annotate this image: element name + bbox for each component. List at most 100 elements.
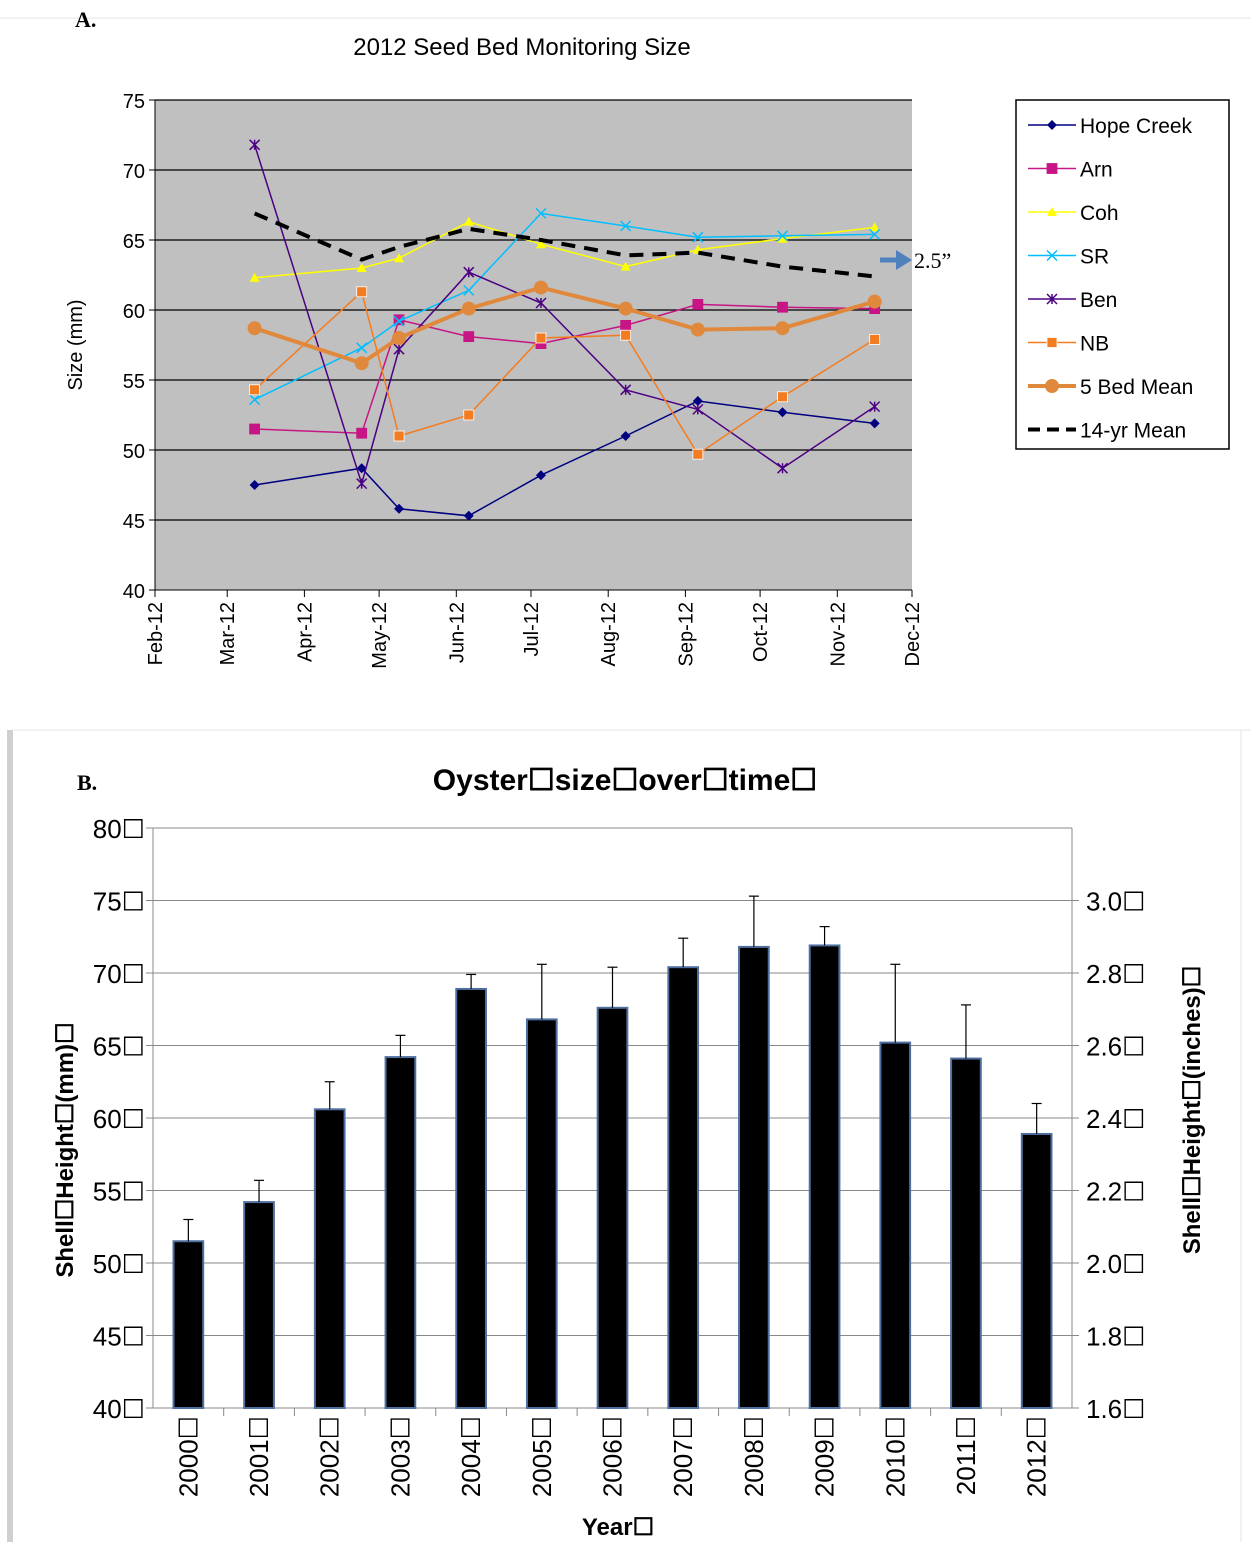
chart-b-y-tick-label: 75☐ [93,887,145,917]
chart-a-y-axis-label: Size (mm) [65,299,87,390]
legend-marker-nb [1046,337,1058,348]
data-point-arn [249,423,261,435]
chart-b-y2-tick-label: 1.6☐ [1086,1394,1145,1424]
data-point-coh [356,263,367,272]
data-point-ben [620,384,632,396]
series-arn [249,298,881,439]
chart-a-y-tick-label: 65 [123,231,145,253]
chart-a-x-tick-label: Apr-12 [294,602,316,662]
data-point-arn [463,331,475,343]
bar-2003 [384,1056,417,1409]
chart-a-y-tick-label: 40 [123,581,145,603]
chart-a-x-tick-label: Jul-12 [521,602,543,656]
chart-b-y2-tick-label: 2.0☐ [1086,1249,1145,1279]
bar-2008 [738,945,770,1410]
data-point-hope-creek [777,407,788,418]
chart-a-x-tick-label: Dec-12 [902,602,924,666]
data-point-arn [356,427,368,439]
chart-b-x-tick-label: 2009☐ [810,1416,840,1497]
bar-2004 [455,987,487,1409]
data-point-ben [356,478,368,490]
panel-b-label: B. [77,770,97,795]
chart-b-x-tick-label: 2005☐ [527,1416,557,1497]
chart-a-y-tick-label: 70 [123,161,145,183]
data-point-5-bed-mean [618,301,633,316]
data-point-ben [776,462,789,474]
data-point-hope-creek [356,463,367,474]
data-point-ben [463,266,475,278]
chart-b-y-tick-label: 50☐ [93,1249,145,1279]
panel-b: B. Oyster☐size☐over☐time☐ 40☐ 45☐ 50☐ 55☐ 60… [7,729,1251,1542]
series-hope-creek [249,396,880,521]
legend-label-nb: NB [1080,333,1109,356]
chart-a-series [247,139,882,521]
chart-a-x-tick-label: Oct-12 [750,602,772,662]
chart-a-x-tick-label: May-12 [369,602,391,669]
data-point-hope-creek [692,396,703,406]
bar-2001 [243,1201,275,1409]
bar-2005 [525,1018,558,1410]
data-point-sr [535,207,547,219]
data-point-ben [535,297,547,309]
data-point-nb [356,286,368,298]
data-point-nb [869,333,881,345]
data-point-5-bed-mean [461,301,476,316]
chart-b-y2-tick-label: 2.8☐ [1086,959,1145,989]
chart-a-x-tick-label: Nov-12 [827,602,849,666]
data-point-arn [692,298,704,310]
chart-b-y-tick-label: 60☐ [93,1104,145,1134]
series-nb [249,286,881,460]
legend-marker-5-bed-mean [1045,379,1059,393]
data-point-sr [620,220,632,232]
data-point-coh [249,272,260,282]
chart-b-y-tick-label: 80☐ [93,814,145,844]
bar-2000 [172,1240,205,1409]
series-coh [249,216,880,282]
data-point-sr [249,394,261,406]
chart-a-y-tick-label: 45 [123,511,145,533]
data-point-5-bed-mean [690,322,705,337]
bar-2007 [667,966,700,1409]
data-point-nb [393,430,405,442]
data-point-nb [692,448,704,460]
panel-a-label: A. [75,7,96,32]
legend-label-5-bed-mean: 5 Bed Mean [1080,376,1193,399]
data-point-sr [463,284,475,296]
data-point-coh [394,253,405,263]
legend-label-hope-creek: Hope Creek [1080,115,1193,138]
series-5-bed-mean [247,280,882,371]
series-ben [249,139,881,490]
data-point-coh [620,261,631,271]
data-point-hope-creek [394,503,405,514]
data-point-hope-creek [535,470,546,481]
chart-b-y-tick-label: 70☐ [93,959,145,989]
chart-b-x-tick-label: 2000☐ [173,1416,203,1497]
chart-a-x-tick-label: Jun-12 [446,602,468,663]
chart-b-x-tick-label: 2006☐ [598,1416,628,1497]
annotation-text: 2.5” [914,248,951,273]
legend-marker-hope-creek [1047,120,1057,130]
data-point-nb [777,391,788,403]
panel-a: A. 2012 Seed Bed Monitoring Size 40 45 50 5… [0,7,1251,669]
data-point-sr [356,342,368,354]
data-point-hope-creek [249,480,260,490]
series-line-14-yr-mean [253,211,875,279]
bar-2006 [596,1006,629,1409]
chart-a-y-tick-label: 75 [123,91,145,113]
legend-marker-sr [1046,249,1058,262]
data-point-5-bed-mean [392,331,407,345]
data-point-sr [692,231,704,243]
chart-b-x-ticks: 2000☐ 2001☐ 2002☐ 2003☐ 2004☐ 2005☐ 2006☐ 2007☐… [173,1408,1052,1497]
chart-b-y2-axis-label: Shell☐Height☐(inches)☐ [1179,966,1206,1255]
chart-b-y2-tick-label: 3.0☐ [1086,887,1145,917]
bar-2012 [1020,1132,1053,1409]
legend-label-coh: Coh [1080,202,1119,225]
chart-a-y-ticks: 40 45 50 55 60 65 70 75 [123,91,155,603]
chart-b-y-tick-label: 45☐ [93,1322,145,1352]
legend-label-arn: Arn [1080,159,1113,182]
chart-b-x-axis-label: Year☐ [582,1514,654,1541]
legend-label-sr: SR [1080,246,1109,269]
bar-2010 [879,1041,912,1409]
chart-b-x-tick-label: 2002☐ [315,1416,345,1497]
annotation-arrow: 2.5” [880,248,951,273]
